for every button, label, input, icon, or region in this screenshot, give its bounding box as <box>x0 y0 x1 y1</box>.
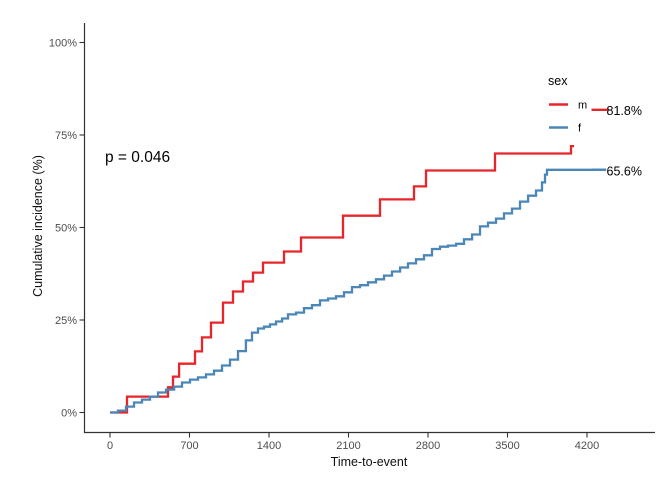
legend-label-f: f <box>578 123 582 135</box>
y-axis-title: Cumulative incidence (%) <box>31 155 45 297</box>
x-tick-label: 3500 <box>495 440 519 452</box>
x-axis-title: Time-to-event <box>331 455 408 469</box>
curve-m <box>110 144 575 414</box>
x-tick-label: 1400 <box>257 440 281 452</box>
y-tick-label: 75% <box>55 130 77 142</box>
y-tick-label: 0% <box>61 407 77 419</box>
m-end-label: 81.8% <box>607 104 642 118</box>
curve-f <box>110 168 607 414</box>
y-tick-label: 50% <box>55 222 77 234</box>
curves-group <box>110 144 607 414</box>
axes-group: 0 700 1400 2100 2800 3500 4200 0% 25% 50% 75% 100% <box>49 37 599 452</box>
legend: sex m f <box>548 74 587 135</box>
f-end-label: 65.6% <box>607 165 642 179</box>
x-tick-label: 2100 <box>336 440 360 452</box>
x-tick-label: 700 <box>180 440 198 452</box>
y-tick-label: 100% <box>49 37 77 49</box>
x-tick-label: 2800 <box>416 440 440 452</box>
p-value-annotation: p = 0.046 <box>105 149 170 166</box>
y-tick-label: 25% <box>55 315 77 327</box>
legend-label-m: m <box>578 100 587 112</box>
legend-title: sex <box>548 74 568 88</box>
end-labels: 81.8% 65.6% <box>591 104 642 179</box>
x-tick-label: 0 <box>107 440 113 452</box>
x-tick-label: 4200 <box>575 440 599 452</box>
